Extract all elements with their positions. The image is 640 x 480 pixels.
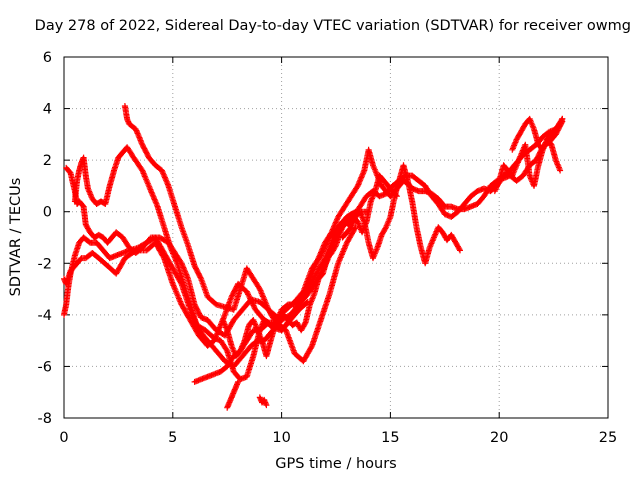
plot-frame <box>63 56 609 419</box>
series-track-d <box>71 144 359 383</box>
x-tick-label: 10 <box>272 430 290 446</box>
y-tick-label: -6 <box>38 359 52 375</box>
data-point <box>235 378 242 385</box>
data-point <box>332 243 339 250</box>
series-track-b <box>61 208 372 370</box>
series-track-h <box>339 162 463 267</box>
x-tick-label: 0 <box>59 430 68 446</box>
series-track-g <box>219 172 400 360</box>
x-tick-label: 25 <box>599 430 617 446</box>
series-track-i <box>491 136 564 195</box>
data-point <box>456 246 463 253</box>
x-axis-label: GPS time / hours <box>275 456 397 472</box>
y-tick-label: -2 <box>38 256 52 272</box>
chart-title: Day 278 of 2022, Sidereal Day-to-day VTE… <box>34 18 631 34</box>
series-track-k <box>256 394 270 409</box>
data-point <box>263 402 270 409</box>
data-point <box>223 346 230 353</box>
x-tick-label: 5 <box>168 430 177 446</box>
data-point <box>559 115 566 122</box>
data-point <box>197 274 204 281</box>
series-track-l <box>224 378 242 411</box>
y-tick-label: 2 <box>43 153 52 169</box>
data-point <box>557 167 564 174</box>
data-point <box>301 320 308 327</box>
y-tick-label: 4 <box>43 102 52 118</box>
x-tick-label: 15 <box>381 430 399 446</box>
series-track-j <box>509 115 566 153</box>
x-tick-label: 20 <box>490 430 508 446</box>
data-point <box>308 344 315 351</box>
y-tick-label: -8 <box>38 411 52 427</box>
y-tick-label: 6 <box>43 50 52 66</box>
y-tick-label: -4 <box>38 308 52 324</box>
series-track-f <box>191 115 566 385</box>
data-point <box>457 247 463 254</box>
y-tick-label: 0 <box>43 205 52 221</box>
